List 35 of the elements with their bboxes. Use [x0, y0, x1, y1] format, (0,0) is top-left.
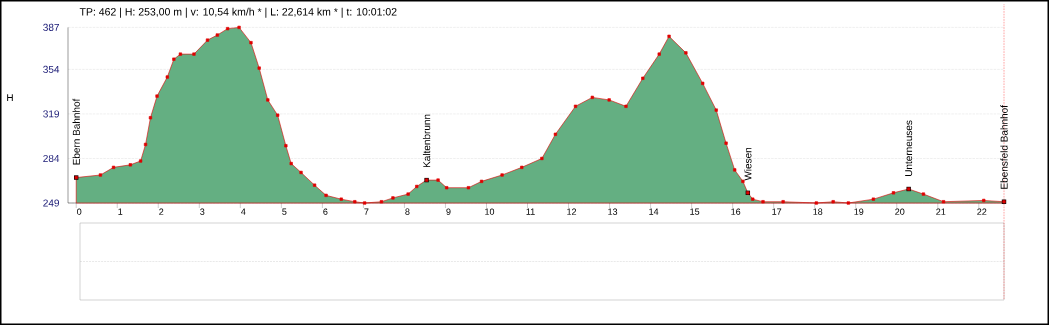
- annotation: Ebern Bahnhof: [72, 98, 80, 165]
- x-tick-label: 21: [936, 208, 946, 215]
- x-tick-label: 12: [567, 208, 577, 215]
- y-axis-title: H: [7, 94, 13, 102]
- annotation: Kaltenbrunn: [422, 114, 431, 168]
- annotation: Unterneuses: [905, 120, 913, 177]
- x-tick-label: 16: [731, 208, 741, 215]
- x-tick-label: 4: [241, 208, 246, 215]
- x-tick-label: 10: [485, 208, 495, 215]
- x-tick-label: 14: [649, 208, 659, 215]
- x-tick-label: 11: [526, 208, 535, 215]
- x-tick-label: 18: [813, 208, 823, 215]
- x-tick-label: 15: [690, 208, 700, 215]
- x-tick-label: 19: [854, 208, 864, 215]
- x-tick-label: 17: [772, 208, 782, 215]
- y-tick-label: 284: [43, 154, 60, 162]
- x-tick-label: 9: [446, 208, 451, 215]
- annotation: Ebensfeld Bahnhof: [1000, 105, 1008, 189]
- x-tick-label: 0: [77, 208, 82, 215]
- x-tick-label: 20: [895, 208, 905, 215]
- x-tick-label: 1: [118, 208, 123, 215]
- y-tick-label: 387: [43, 23, 59, 31]
- chart-title: TP: 462 | H: 253,00 m | v: 10,54 km/h * | L: 22,614 km * | t: 10:01:02: [79, 7, 397, 18]
- x-tick-label: 2: [159, 208, 164, 215]
- x-tick-label: 6: [323, 208, 328, 215]
- x-tick-label: 3: [200, 208, 205, 215]
- x-tick-label: 13: [608, 208, 618, 215]
- y-tick-label: 319: [43, 110, 60, 118]
- x-tick-label: 22: [977, 208, 987, 215]
- annotation: Wiesen: [744, 147, 752, 181]
- y-tick-label: 249: [43, 199, 60, 207]
- y-tick-label: 354: [43, 65, 60, 73]
- x-tick-label: 7: [364, 208, 369, 215]
- x-tick-label: 5: [282, 208, 287, 215]
- x-tick-label: 8: [405, 208, 410, 215]
